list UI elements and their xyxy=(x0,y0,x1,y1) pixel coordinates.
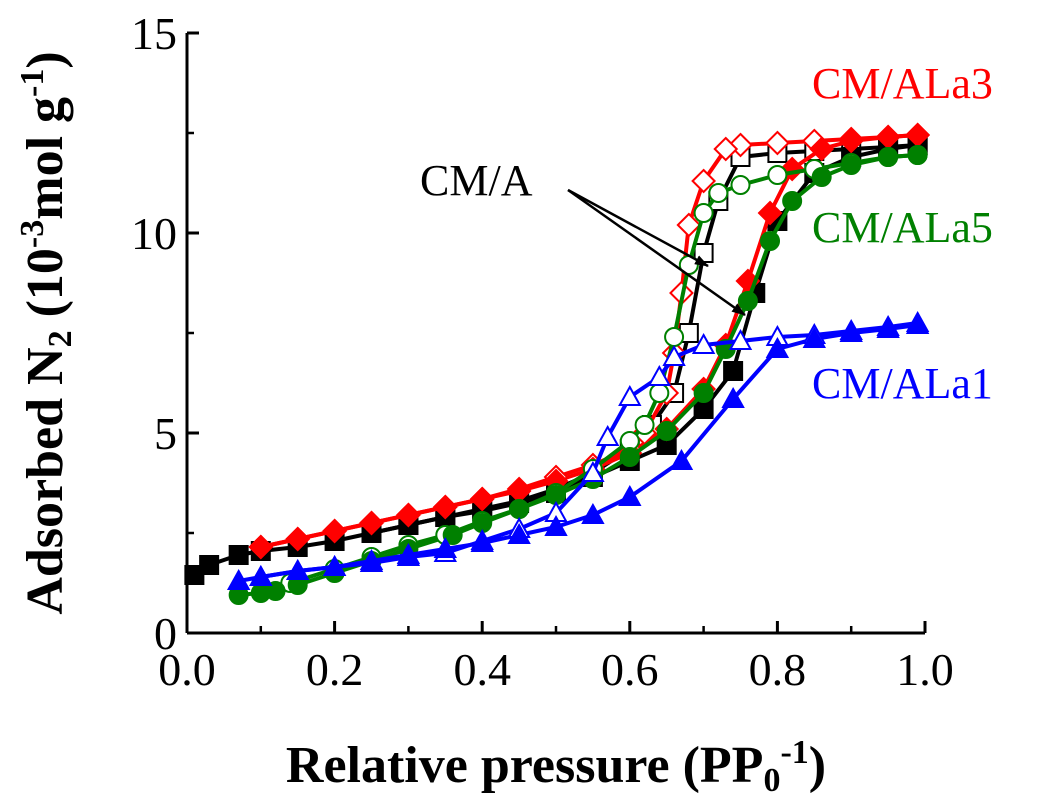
desorption-point xyxy=(649,383,670,403)
adsorption-point xyxy=(286,558,310,580)
series-cm-ala5 xyxy=(228,145,928,605)
x-tick-label: 0.8 xyxy=(749,644,807,695)
x-tick-label: 0.0 xyxy=(158,644,216,695)
adsorption-point xyxy=(228,545,249,565)
adsorption-point xyxy=(432,494,458,520)
adsorption-point xyxy=(433,536,457,558)
desorption-point xyxy=(693,203,714,223)
label-cm-a: CM/A xyxy=(420,156,533,205)
adsorption-point xyxy=(249,564,273,586)
adsorption-point xyxy=(876,316,900,338)
y-axis-title: Adsorbed N2 (10-3mol g-1) xyxy=(14,51,78,614)
adsorption-point xyxy=(509,499,530,519)
desorption-point xyxy=(713,136,739,162)
desorption-point xyxy=(708,183,729,203)
arrow-to-adsorption xyxy=(567,188,746,317)
desorption-line xyxy=(289,153,918,585)
desorption-point xyxy=(767,165,788,185)
adsorption-point xyxy=(618,484,642,506)
adsorption-point xyxy=(469,486,495,512)
x-tick-label: 0.2 xyxy=(306,644,364,695)
y-tick-label: 5 xyxy=(154,408,177,459)
adsorption-point xyxy=(723,361,744,381)
adsorption-point xyxy=(878,147,899,167)
series-cm-ala1 xyxy=(226,310,930,590)
series-cm-ala3 xyxy=(248,122,931,560)
y-tick-label: 0 xyxy=(154,608,177,659)
adsorption-point xyxy=(811,167,832,187)
adsorption-point xyxy=(809,136,835,162)
series-layer xyxy=(184,122,931,605)
adsorption-point xyxy=(737,291,758,311)
desorption-point xyxy=(676,212,702,238)
adsorption-point xyxy=(669,448,694,470)
axis-ticks xyxy=(185,31,927,635)
adsorption-point xyxy=(757,200,783,226)
adsorption-point xyxy=(199,555,220,575)
adsorption-point xyxy=(802,326,826,348)
adsorption-point xyxy=(841,155,862,175)
adsorption-point xyxy=(442,525,463,545)
label-cm-ala1: CM/ALa1 xyxy=(812,359,993,408)
adsorption-point xyxy=(359,548,384,570)
adsorption-point xyxy=(396,542,421,564)
desorption-point xyxy=(691,332,716,354)
adsorption-point xyxy=(544,514,568,536)
adsorption-point xyxy=(656,421,677,441)
tick-labels: 0.0 0.2 0.4 0.6 0.8 1.0 0 5 10 15 xyxy=(131,8,954,695)
x-tick-label: 0.6 xyxy=(601,644,659,695)
x-axis-title: Relative pressure (PP0-1) xyxy=(286,734,826,798)
adsorption-point xyxy=(721,386,745,408)
desorption-point xyxy=(728,328,753,350)
desorption-point xyxy=(647,364,672,386)
y-tick-label: 15 xyxy=(131,8,177,59)
desorption-point xyxy=(618,384,642,406)
adsorption-point xyxy=(359,510,384,536)
desorption-point xyxy=(764,130,790,156)
y-tick-label: 10 xyxy=(131,208,177,259)
label-cm-ala3: CM/ALa3 xyxy=(812,59,993,108)
adsorption-point xyxy=(765,336,790,358)
adsorption-point xyxy=(838,128,864,154)
adsorption-point xyxy=(265,581,286,601)
adsorption-point xyxy=(693,383,714,403)
desorption-point xyxy=(664,327,685,347)
adsorption-point xyxy=(905,312,930,334)
adsorption-point xyxy=(322,554,347,576)
adsorption-point xyxy=(619,447,640,467)
adsorption-point xyxy=(322,518,348,544)
x-tick-label: 1.0 xyxy=(896,644,954,695)
adsorption-point xyxy=(285,526,311,552)
desorption-point xyxy=(595,424,620,446)
desorption-point xyxy=(662,344,686,366)
desorption-point xyxy=(581,460,605,482)
adsorption-point xyxy=(470,530,494,552)
desorption-point xyxy=(691,168,717,194)
adsorption-point xyxy=(395,502,421,528)
label-cm-ala5: CM/ALa5 xyxy=(812,203,993,252)
adsorption-point xyxy=(248,534,274,560)
adsorption-point xyxy=(782,191,803,211)
adsorption-point xyxy=(581,502,605,524)
arrow-to-desorption xyxy=(567,188,709,268)
adsorption-point xyxy=(760,231,781,251)
desorption-point xyxy=(730,175,751,195)
adsorption-point xyxy=(507,522,531,544)
adsorption-point xyxy=(907,145,928,165)
adsorption-point xyxy=(226,568,251,590)
x-tick-label: 0.4 xyxy=(453,644,511,695)
annotation-arrows xyxy=(567,188,746,317)
desorption-point xyxy=(634,415,655,435)
adsorption-point xyxy=(839,320,863,342)
